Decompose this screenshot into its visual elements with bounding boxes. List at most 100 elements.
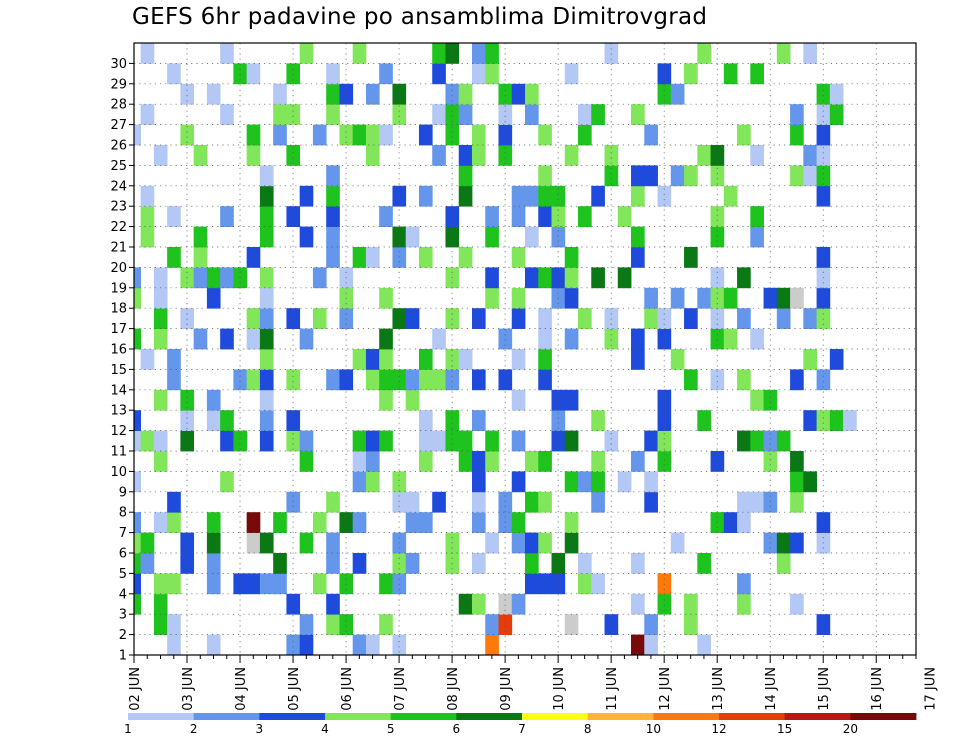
heatmap-cell: [326, 226, 340, 248]
heatmap-cell: [339, 369, 354, 391]
heatmap-cell: [405, 512, 420, 533]
x-tick-label: 05 JUN: [287, 667, 302, 711]
heatmap-cell: [617, 471, 632, 493]
heatmap-cell: [312, 308, 327, 329]
heatmap-cell: [432, 430, 446, 452]
heatmap-cell: [684, 369, 698, 391]
legend-swatch: [850, 713, 917, 720]
heatmap-cell: [140, 226, 155, 248]
y-tick-label: 25: [110, 159, 127, 174]
heatmap-cell: [471, 63, 486, 85]
heatmap-cell: [684, 308, 698, 329]
heatmap-cell: [564, 247, 579, 268]
heatmap-cell: [326, 165, 340, 187]
heatmap-cell: [485, 226, 499, 248]
heatmap-cell: [538, 451, 552, 472]
heatmap-cell: [525, 532, 539, 554]
heatmap-cell: [538, 185, 552, 207]
heatmap-cell: [180, 430, 195, 452]
heatmap-cell: [564, 389, 579, 411]
heatmap-cell: [644, 308, 658, 329]
legend-label: 2: [190, 722, 198, 736]
heatmap-cell: [776, 553, 791, 574]
heatmap-cell: [578, 124, 592, 146]
heatmap-cell: [432, 491, 446, 513]
heatmap-cell: [485, 532, 499, 554]
heatmap-cell: [816, 185, 831, 207]
legend-swatch: [390, 713, 457, 720]
legend-label: 4: [321, 722, 329, 736]
heatmap-cell: [816, 124, 831, 146]
y-tick-label: 10: [110, 465, 127, 480]
heatmap-cell: [445, 206, 460, 227]
heatmap-cell: [498, 593, 513, 615]
y-tick-label: 29: [110, 77, 127, 92]
heatmap-cell: [604, 165, 619, 187]
heatmap-cell: [710, 369, 725, 391]
heatmap-cell: [153, 512, 168, 533]
heatmap-cell: [684, 614, 698, 635]
heatmap-cell: [829, 104, 844, 125]
heatmap-cell: [750, 491, 764, 513]
color-legend: 1 2 3 4 5 6 7 8 10 12 15 20: [124, 713, 917, 736]
heatmap-cell: [644, 430, 658, 452]
heatmap-cell: [352, 43, 367, 64]
heatmap-cell: [379, 328, 393, 350]
heatmap-cell: [405, 369, 420, 391]
heatmap-cell: [299, 430, 314, 452]
heatmap-cell: [365, 430, 380, 452]
y-tick-label: 28: [110, 98, 127, 113]
heatmap-cell: [259, 369, 274, 391]
heatmap-cell: [604, 614, 619, 635]
heatmap-cell: [134, 267, 142, 289]
heatmap-cell: [233, 63, 248, 85]
heatmap-cell: [657, 451, 672, 472]
heatmap-cell: [551, 226, 566, 248]
heatmap-cell: [286, 593, 301, 615]
heatmap-cell: [790, 451, 804, 472]
heatmap-cell: [538, 165, 552, 187]
heatmap-cell: [153, 328, 168, 350]
heatmap-cell: [617, 206, 632, 227]
heatmap-cell: [445, 369, 460, 391]
legend-label: 20: [843, 722, 858, 736]
y-tick-label: 5: [119, 567, 127, 582]
heatmap-cell: [511, 247, 526, 268]
heatmap-cell: [233, 430, 248, 452]
heatmap-cell: [220, 43, 234, 64]
heatmap-cell: [471, 308, 486, 329]
heatmap-cell: [379, 389, 393, 411]
y-tick-label: 13: [110, 404, 127, 419]
heatmap-cell: [418, 247, 433, 268]
heatmap-cell: [723, 512, 738, 533]
heatmap-cell: [498, 614, 513, 635]
heatmap-cell: [458, 451, 473, 472]
heatmap-cell: [511, 471, 526, 493]
heatmap-cell: [326, 247, 340, 268]
heatmap-cell: [167, 349, 181, 370]
heatmap-cell: [220, 471, 234, 493]
legend-label: 15: [777, 722, 792, 736]
heatmap-cell: [153, 145, 168, 166]
y-tick-label: 14: [110, 383, 127, 398]
heatmap-cell: [604, 145, 619, 166]
heatmap-cell: [684, 593, 698, 615]
heatmap-cell: [591, 471, 605, 493]
heatmap-cell: [339, 83, 354, 105]
heatmap-cell: [273, 104, 287, 125]
heatmap-cell: [684, 165, 698, 187]
y-tick-label: 18: [110, 302, 127, 317]
heatmap-cell: [737, 593, 751, 615]
heatmap-cell: [710, 328, 725, 350]
heatmap-cell: [763, 389, 778, 411]
y-tick-label: 11: [110, 445, 127, 460]
legend-label: 5: [387, 722, 395, 736]
heatmap-cell: [220, 104, 234, 125]
heatmap-cell: [273, 83, 287, 105]
heatmap-cell: [750, 63, 764, 85]
heatmap-cell: [631, 328, 645, 350]
heatmap-cell: [803, 308, 817, 329]
heatmap-cell: [657, 63, 672, 85]
heatmap-cell: [750, 226, 764, 248]
heatmap-cell: [392, 185, 407, 207]
